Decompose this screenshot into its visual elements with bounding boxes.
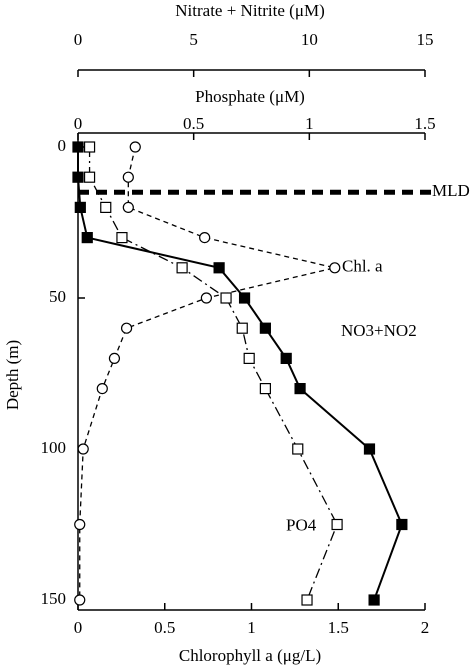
point [329,262,341,274]
point [396,518,408,531]
point [259,383,271,395]
point [83,141,96,153]
x3-tick-label: 0 [74,114,83,133]
point [236,322,248,334]
x3-tick-label: 1.5 [414,114,435,133]
point [199,232,211,244]
point [129,141,141,153]
point [368,594,380,606]
point [74,594,86,606]
x3-axis-label: Phosphate (μM) [195,87,305,106]
point [243,352,255,364]
x2-axis-label: Nitrate + Nitrite (μM) [175,1,324,20]
point [100,201,112,213]
y-tick-label: 50 [49,287,66,306]
series-label: PO4 [286,515,317,534]
point [363,443,376,455]
x2-tick-label: 15 [417,30,434,49]
series-label: Chl. a [342,257,383,276]
point [83,171,96,183]
point [280,352,292,364]
point [122,171,134,183]
y-tick-label: 150 [41,589,67,608]
x3-tick-label: 1 [305,114,314,133]
x2-tick-label: 10 [301,30,318,49]
point [259,322,271,334]
point [81,232,93,244]
point [238,292,251,304]
point [213,262,225,274]
point [176,262,188,274]
point [74,518,86,531]
point [77,443,89,455]
x-tick-label: 0.5 [154,618,175,637]
point [96,383,108,395]
point [74,201,86,213]
x2-tick-label: 0 [74,30,83,49]
x-axis-label: Chlorophyll a (μg/L) [179,646,321,665]
point [292,443,304,455]
y-axis-label: Depth (m) [3,340,22,410]
point [72,171,84,183]
x-tick-label: 2 [421,618,430,637]
point [294,383,306,395]
point [331,518,343,531]
point [200,292,212,304]
profile-line [88,147,338,601]
y-tick-label: 0 [58,136,67,155]
profile-line [77,147,403,601]
x2-tick-label: 5 [189,30,198,49]
x-tick-label: 1.5 [328,618,349,637]
x-tick-label: 0 [74,618,83,637]
point [120,322,133,334]
point [108,352,121,364]
point [301,594,313,606]
point [220,292,232,304]
x-tick-label: 1 [247,618,256,637]
point [122,201,134,213]
x3-tick-label: 0.5 [183,114,204,133]
y-tick-label: 100 [41,438,67,457]
point [72,141,84,153]
mld-label: MLD [432,181,470,200]
point [116,232,128,244]
series-label: NO3+NO2 [341,321,417,340]
